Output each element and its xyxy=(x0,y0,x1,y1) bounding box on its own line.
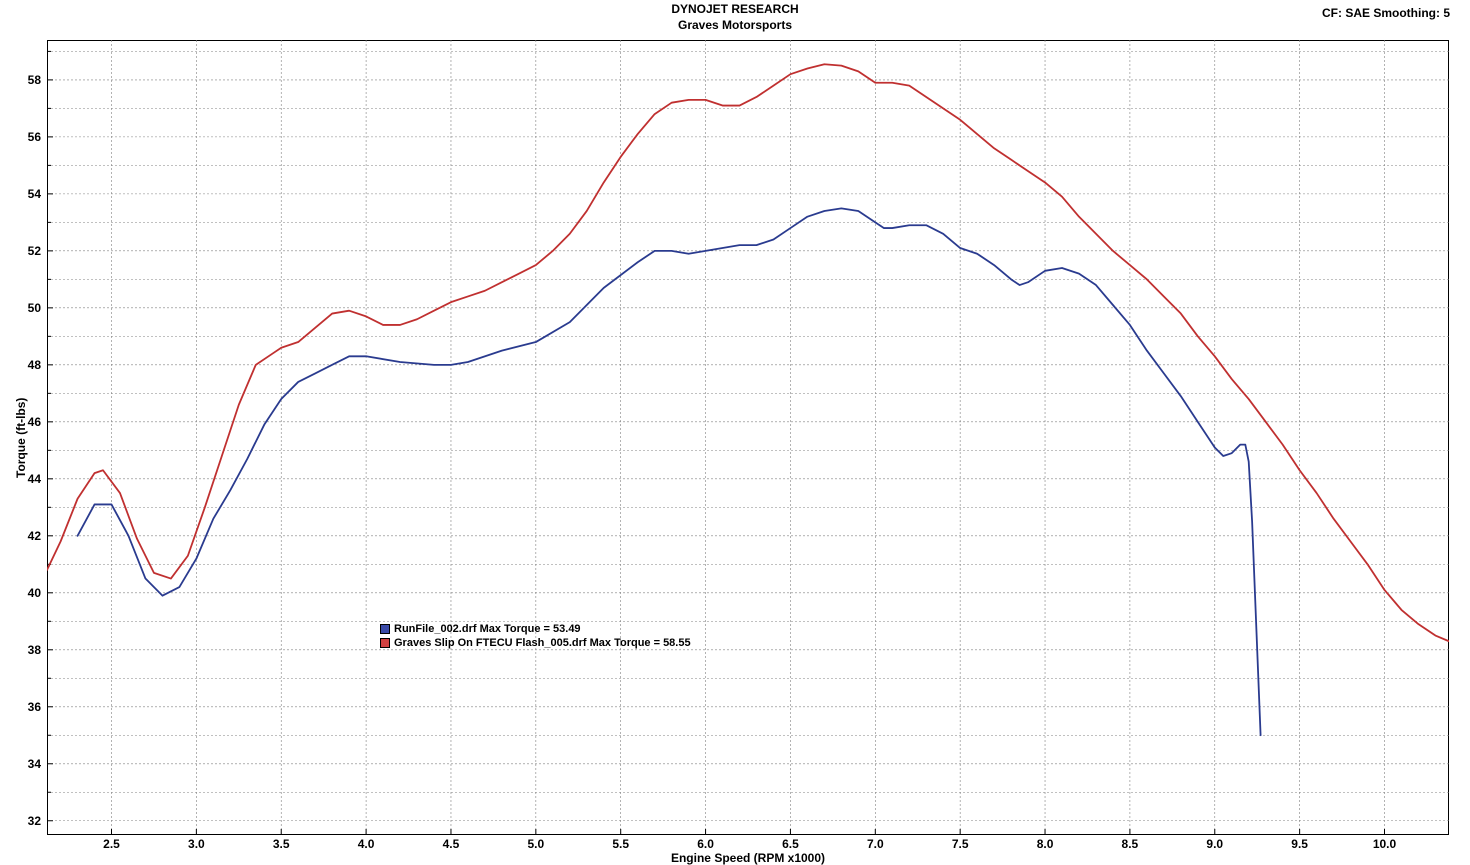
y-tick: 34 xyxy=(28,757,41,771)
y-tick: 38 xyxy=(28,643,41,657)
x-tick: 4.0 xyxy=(358,837,375,851)
legend-item: Graves Slip On FTECU Flash_005.drf Max T… xyxy=(380,636,691,650)
y-tick: 40 xyxy=(28,586,41,600)
x-tick: 3.0 xyxy=(188,837,205,851)
legend-label: RunFile_002.drf Max Torque = 53.49 xyxy=(394,622,581,636)
y-tick: 52 xyxy=(28,244,41,258)
chart-svg xyxy=(47,40,1449,835)
x-tick: 9.0 xyxy=(1206,837,1223,851)
x-tick: 4.5 xyxy=(443,837,460,851)
x-tick: 9.5 xyxy=(1291,837,1308,851)
chart-title: DYNOJET RESEARCH Graves Motorsports xyxy=(0,2,1470,33)
y-tick: 58 xyxy=(28,73,41,87)
y-tick: 32 xyxy=(28,814,41,828)
x-tick: 5.0 xyxy=(527,837,544,851)
y-tick: 42 xyxy=(28,529,41,543)
x-tick: 8.5 xyxy=(1122,837,1139,851)
legend-item: RunFile_002.drf Max Torque = 53.49 xyxy=(380,622,691,636)
title-line-2: Graves Motorsports xyxy=(0,18,1470,34)
y-tick: 56 xyxy=(28,130,41,144)
y-tick: 48 xyxy=(28,358,41,372)
x-tick: 10.0 xyxy=(1373,837,1396,851)
x-tick: 7.0 xyxy=(867,837,884,851)
y-tick: 46 xyxy=(28,415,41,429)
title-line-1: DYNOJET RESEARCH xyxy=(0,2,1470,18)
legend-label: Graves Slip On FTECU Flash_005.drf Max T… xyxy=(394,636,691,650)
header-right-text: CF: SAE Smoothing: 5 xyxy=(1322,6,1450,20)
y-axis-label: Torque (ft-lbs) xyxy=(14,397,28,477)
chart-legend: RunFile_002.drf Max Torque = 53.49Graves… xyxy=(380,622,691,651)
legend-swatch xyxy=(380,638,390,648)
x-tick: 6.0 xyxy=(697,837,714,851)
x-tick: 3.5 xyxy=(273,837,290,851)
y-tick: 54 xyxy=(28,187,41,201)
x-tick: 5.5 xyxy=(612,837,629,851)
y-tick: 36 xyxy=(28,700,41,714)
x-tick: 7.5 xyxy=(952,837,969,851)
x-tick: 8.0 xyxy=(1037,837,1054,851)
x-tick: 6.5 xyxy=(782,837,799,851)
y-tick: 50 xyxy=(28,301,41,315)
y-tick: 44 xyxy=(28,472,41,486)
x-tick: 2.5 xyxy=(103,837,120,851)
legend-swatch xyxy=(380,624,390,634)
